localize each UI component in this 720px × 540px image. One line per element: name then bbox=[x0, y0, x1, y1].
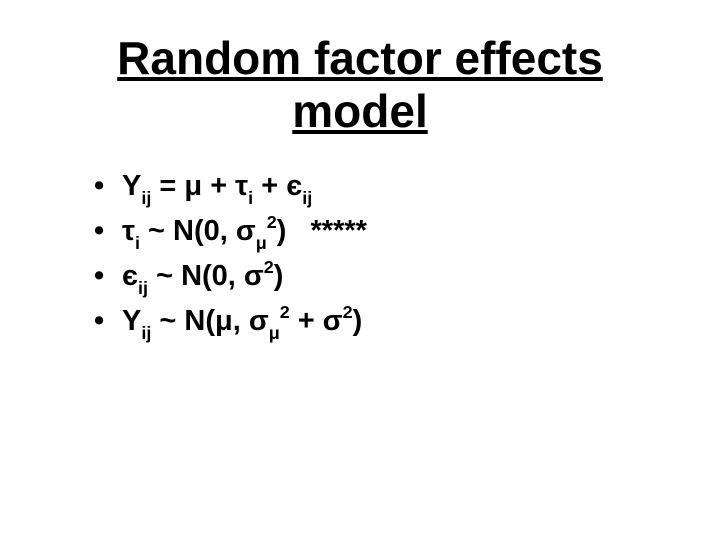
slide: Random factor effects model Yij = μ + τi… bbox=[0, 0, 720, 540]
slide-title: Random factor effects model bbox=[60, 32, 660, 138]
list-item: Yij ~ N(μ, σμ2 + σ2) bbox=[94, 301, 660, 344]
list-item: Yij = μ + τi + єij bbox=[94, 166, 660, 209]
list-item: τi ~ N(0, σμ2) ***** bbox=[94, 211, 660, 254]
list-item: єij ~ N(0, σ2) bbox=[94, 256, 660, 299]
bullet-list: Yij = μ + τi + єij τi ~ N(0, σμ2) ***** … bbox=[60, 166, 660, 344]
